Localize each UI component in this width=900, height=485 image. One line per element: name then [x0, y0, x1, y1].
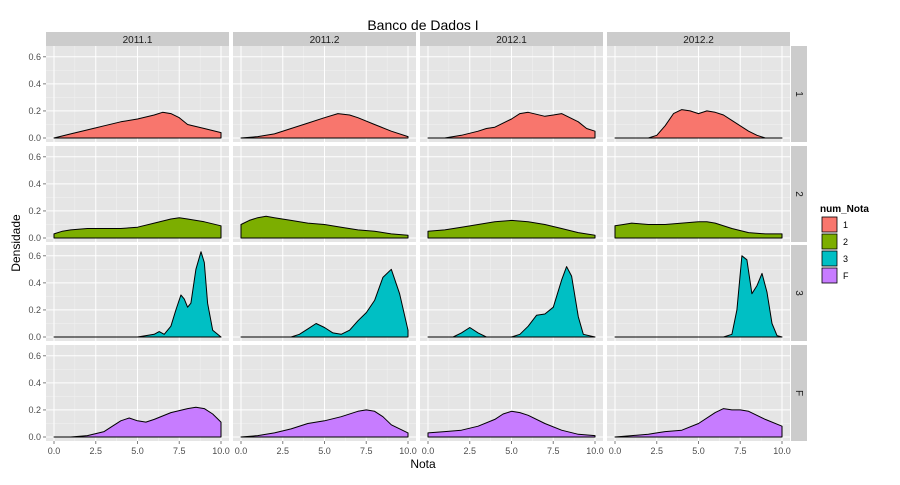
- x-tick-label: 0.0: [609, 446, 622, 456]
- density-area-3-2012-2: [614, 255, 783, 338]
- y-tick-label: 0.6: [28, 351, 41, 361]
- density-area-1-2011-1: [53, 111, 222, 139]
- x-axis-label: Nota: [410, 457, 436, 471]
- y-tick-label: 0.2: [28, 106, 41, 116]
- y-tick-label: 0.0: [28, 133, 41, 143]
- x-tick-label: 5.0: [505, 446, 518, 456]
- row-strip-2: [791, 146, 807, 242]
- density-area-f-2011-2: [240, 409, 409, 438]
- legend-label: 1: [843, 220, 848, 230]
- x-tick-label: 5.0: [131, 446, 144, 456]
- density-area-2-2011-1: [53, 217, 222, 239]
- column-strip-label: 2011.1: [123, 35, 153, 46]
- density-area-f-2011-1: [53, 406, 222, 438]
- x-tick-label: 7.5: [173, 446, 186, 456]
- column-strip-2011-2: [233, 32, 416, 46]
- chart-title: Banco de Dados I: [367, 17, 478, 33]
- x-tick-label: 10.0: [399, 446, 417, 456]
- y-tick-label: 0.2: [28, 405, 41, 415]
- x-tick-label: 0.0: [48, 446, 61, 456]
- row-strip-label: F: [793, 390, 804, 396]
- x-tick-label: 10.0: [212, 446, 230, 456]
- y-tick-label: 0.2: [28, 206, 41, 216]
- y-tick-label: 0.6: [28, 52, 41, 62]
- y-tick-label: 0.4: [28, 278, 41, 288]
- density-area-2-2012-2: [614, 221, 783, 239]
- column-strip-2012-2: [607, 32, 790, 46]
- density-area-2-2012-1: [427, 219, 596, 239]
- x-tick-label: 10.0: [586, 446, 604, 456]
- column-strip-2012-1: [420, 32, 603, 46]
- column-strip-label: 2012.2: [683, 35, 714, 46]
- row-strip-f: [791, 345, 807, 441]
- x-tick-label: 5.0: [318, 446, 331, 456]
- density-area-3-2012-1: [427, 266, 596, 338]
- density-area-f-2012-2: [614, 408, 783, 438]
- density-area-f-2012-1: [427, 410, 596, 438]
- x-tick-label: 2.5: [89, 446, 102, 456]
- legend-label: 3: [843, 254, 848, 264]
- x-tick-label: 0.0: [235, 446, 248, 456]
- legend: num_Nota 1 2 3 F: [820, 204, 869, 285]
- y-tick-label: 0.4: [28, 378, 41, 388]
- density-area-2-2011-2: [240, 215, 409, 239]
- x-tick-label: 7.5: [547, 446, 560, 456]
- legend-label: F: [843, 271, 849, 281]
- x-tick-label: 2.5: [650, 446, 663, 456]
- y-tick-label: 0.6: [28, 152, 41, 162]
- row-strip-label: 1: [793, 91, 804, 97]
- column-strip-label: 2011.2: [310, 35, 340, 46]
- x-tick-label: 7.5: [734, 446, 747, 456]
- y-tick-label: 0.0: [28, 332, 41, 342]
- column-strip-2011-1: [46, 32, 229, 46]
- x-tick-label: 5.0: [692, 446, 705, 456]
- density-area-3-2011-2: [240, 268, 409, 338]
- row-strip-label: 2: [793, 191, 804, 197]
- legend-swatch-1: [821, 216, 838, 233]
- row-strip-label: 3: [793, 290, 804, 296]
- x-tick-label: 2.5: [276, 446, 289, 456]
- column-strip-label: 2012.1: [496, 35, 527, 46]
- y-tick-label: 0.2: [28, 305, 41, 315]
- y-tick-label: 0.0: [28, 233, 41, 243]
- x-tick-label: 7.5: [360, 446, 373, 456]
- density-area-1-2012-2: [614, 109, 783, 139]
- y-tick-label: 0.6: [28, 251, 41, 261]
- y-tick-label: 0.0: [28, 432, 41, 442]
- x-tick-label: 10.0: [773, 446, 791, 456]
- row-strip-1: [791, 46, 807, 142]
- legend-swatch-f: [821, 267, 838, 284]
- legend-swatch-3: [821, 250, 838, 267]
- y-tick-label: 0.4: [28, 179, 41, 189]
- y-axis-label: Densidade: [9, 214, 23, 272]
- y-tick-label: 0.4: [28, 79, 41, 89]
- x-tick-label: 0.0: [422, 446, 435, 456]
- density-area-1-2012-1: [427, 111, 596, 139]
- legend-title: num_Nota: [820, 204, 869, 215]
- density-area-3-2011-1: [53, 251, 222, 338]
- row-strip-3: [791, 245, 807, 341]
- x-tick-label: 2.5: [463, 446, 476, 456]
- legend-label: 2: [843, 237, 848, 247]
- density-area-1-2011-2: [240, 113, 409, 139]
- facet-panels: 2011.1 2011.2 2012.1 2012.2 1 2 3 F 0.0 0.2 0.4 0.6…: [28, 32, 807, 456]
- legend-swatch-2: [821, 233, 838, 250]
